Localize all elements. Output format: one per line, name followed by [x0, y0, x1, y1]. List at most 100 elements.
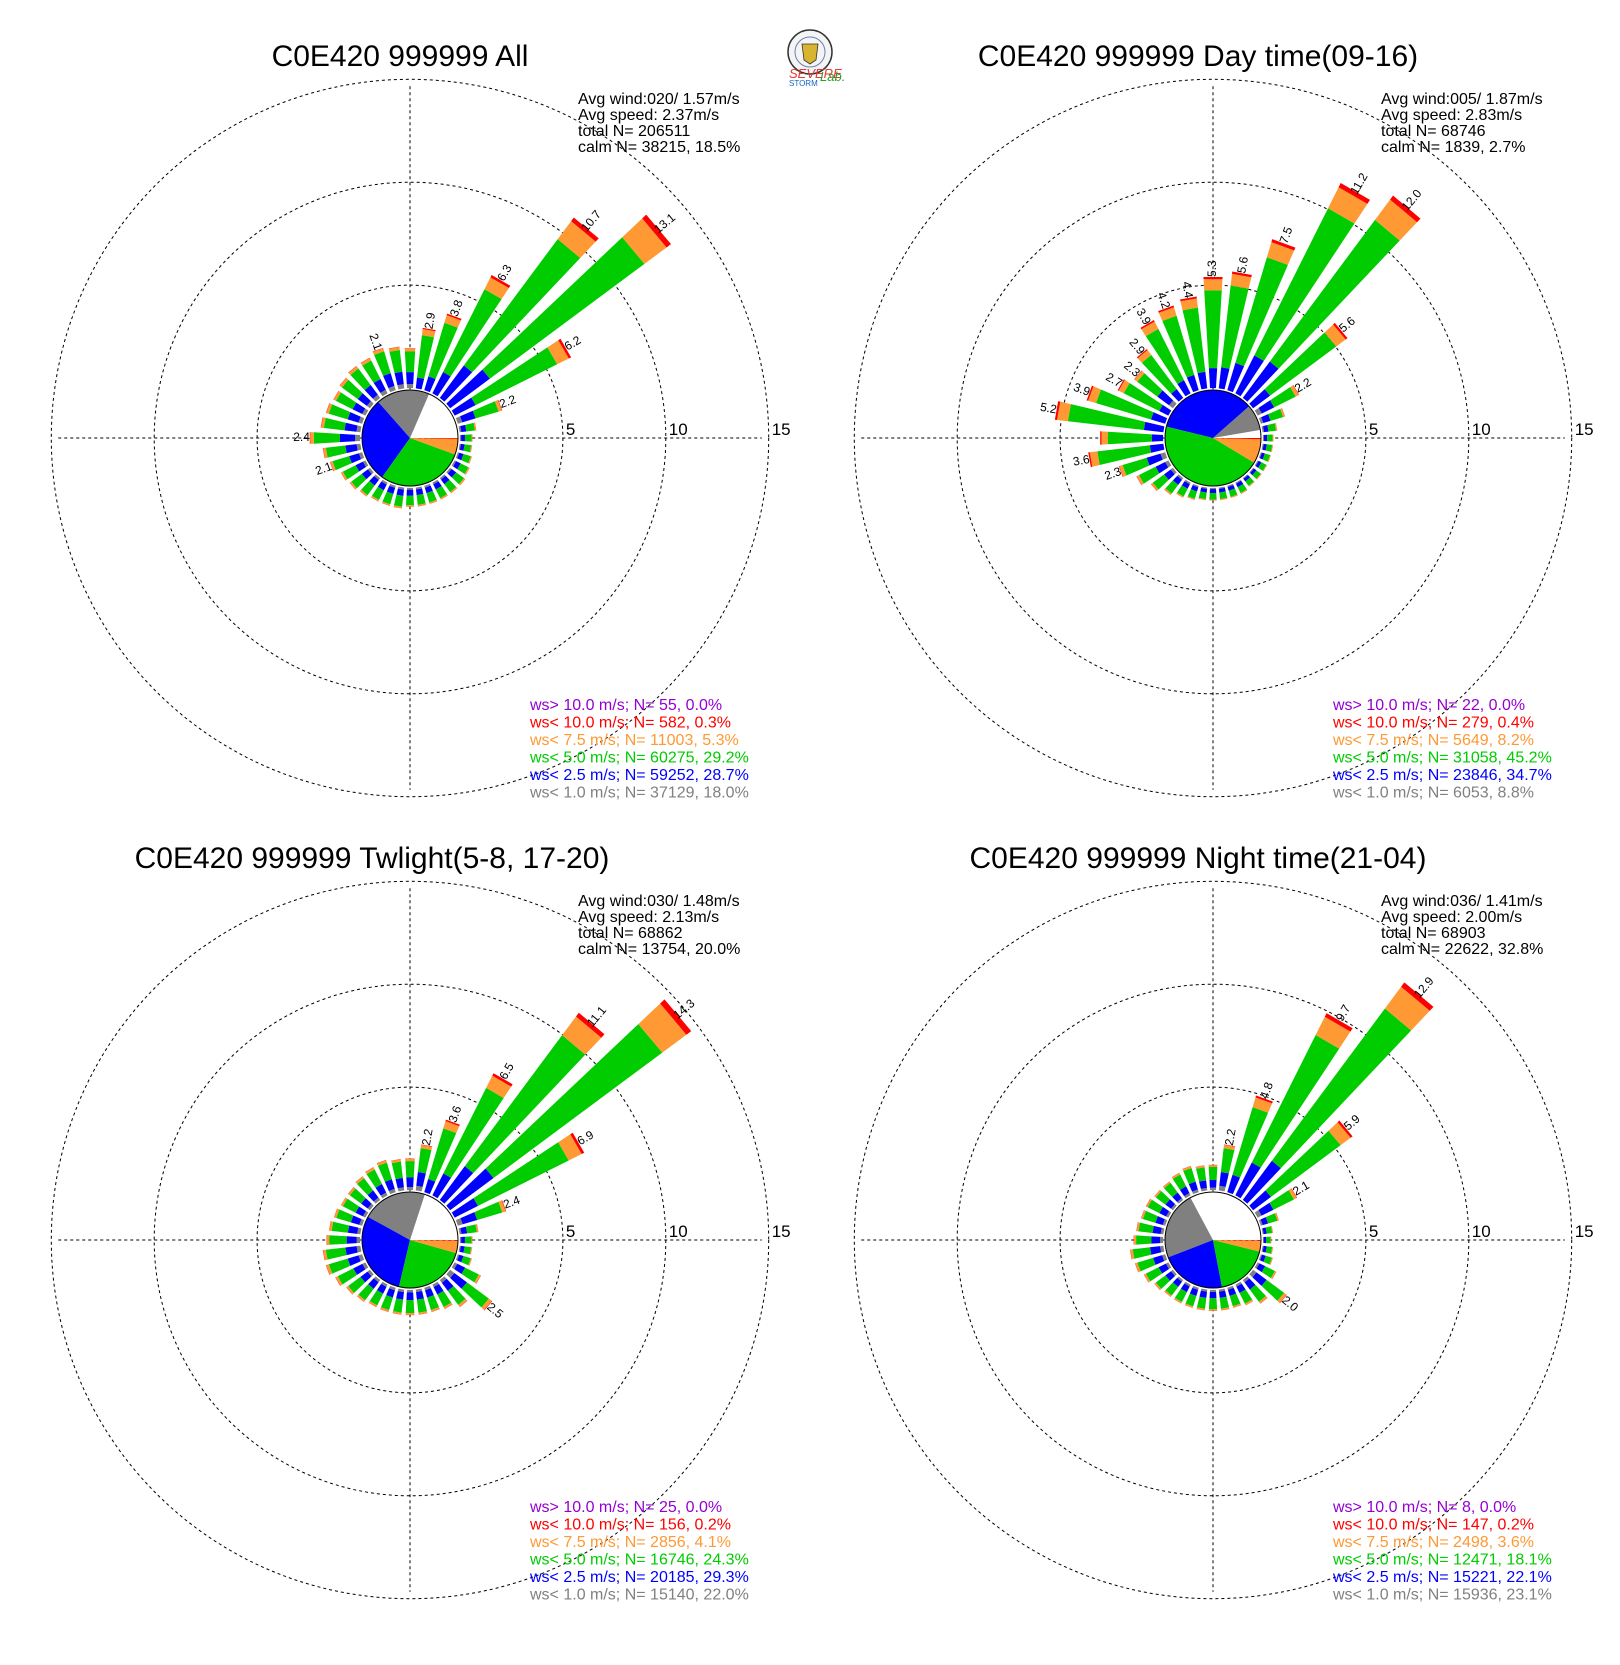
rose-bar-segment: [332, 1222, 350, 1233]
legend-entry: ws> 10.0 m/s; N= 22, 0.0%: [1332, 697, 1525, 714]
rose-bar-segment: [416, 377, 424, 389]
rose-bar-segment: [416, 1291, 424, 1300]
rose-bar-segment: [1210, 1292, 1217, 1298]
legend-entry: ws< 10.0 m/s; N= 147, 0.2%: [1332, 1517, 1534, 1534]
rose-bar-segment: [396, 1291, 404, 1300]
bar-value-label: 2.2: [497, 392, 518, 411]
bar-value-label: 2.4: [293, 430, 310, 444]
rose-bar-segment: [1267, 434, 1272, 441]
rose-bar-segment: [417, 1298, 427, 1312]
rose-bar-segment: [405, 1161, 414, 1177]
rose-bar-segment: [1210, 1188, 1216, 1191]
rose-bar-segment: [1108, 432, 1152, 445]
rose-bar-segment: [1219, 1172, 1229, 1187]
rose-bar-segment: [406, 505, 414, 506]
rose-bar-segment: [1150, 444, 1165, 453]
bar-value-label: 7.5: [1276, 225, 1295, 246]
bar-value-label: 3.8: [447, 298, 466, 319]
rose-bar-segment: [1209, 368, 1217, 388]
rose-bar-segment: [416, 488, 423, 495]
rose-bar-segment: [406, 495, 414, 505]
bar-value-label: 2.2: [1222, 1127, 1239, 1146]
rose-bar-segment: [1138, 1223, 1153, 1233]
rose-bar-segment: [1137, 1258, 1155, 1271]
legend-entry: ws< 5.0 m/s; N= 31058, 45.2%: [1332, 750, 1552, 767]
chart-title: C0E420 999999 All: [272, 40, 529, 73]
rose-bar-segment: [329, 404, 350, 419]
bar-value-label: 11.2: [1347, 170, 1371, 197]
rose-bar-segment: [314, 432, 340, 443]
rose-bar-segment: [355, 435, 360, 442]
rose-bar-segment: [1183, 1168, 1195, 1184]
legend-entry: ws< 2.5 m/s; N= 20185, 29.3%: [529, 1569, 749, 1586]
rose-bar-segment: [389, 350, 402, 373]
bar-value-label: 4.4: [1179, 280, 1196, 299]
stat-avg-speed: Avg speed: 2.13m/s: [578, 909, 719, 926]
rose-bar-segment: [416, 1172, 426, 1187]
legend-entry: ws< 2.5 m/s; N= 15221, 22.1%: [1332, 1569, 1552, 1586]
chart-title: C0E420 999999 Night time(21-04): [970, 842, 1427, 875]
bar-value-label: 5.3: [1205, 260, 1219, 277]
stat-calm-n: calm N= 22622, 32.8%: [1381, 941, 1543, 958]
rose-bar-segment: [1199, 1291, 1207, 1298]
rose-bar-segment: [1219, 1291, 1227, 1298]
rose-bar-segment: [1196, 1167, 1206, 1181]
rose-bar-segment: [1198, 372, 1208, 390]
rose-bar-segment: [395, 372, 404, 386]
rose-bar-segment: [1136, 1235, 1151, 1244]
rose-bar-segment: [348, 1225, 358, 1233]
rose-bar-segment: [471, 434, 472, 441]
rose-bar-segment: [1152, 434, 1163, 441]
bar-value-label: 5.6: [1234, 255, 1251, 274]
rose-bar-segment: [1151, 1236, 1160, 1243]
rose-bar-segment: [392, 1162, 403, 1180]
rose-bar-segment: [332, 456, 351, 470]
rose-bar-segment: [1100, 431, 1101, 444]
rose-bar-segment: [461, 435, 465, 442]
stat-total-n: total N= 68746: [1381, 123, 1486, 140]
logo-text-lab: Lab.: [820, 69, 845, 84]
rose-bar-segment: [460, 1237, 461, 1243]
stat-avg-speed: Avg speed: 2.37m/s: [578, 107, 719, 124]
stat-calm-n: calm N= 1839, 2.7%: [1381, 139, 1526, 156]
legend-entry: ws< 1.0 m/s; N= 15936, 23.1%: [1332, 1587, 1552, 1604]
rose-bar-segment: [461, 1212, 478, 1224]
legend-entry: ws< 7.5 m/s; N= 11003, 5.3%: [529, 732, 739, 749]
rose-bar-segment: [357, 1237, 360, 1243]
legend-entry: ws> 10.0 m/s; N= 25, 0.0%: [529, 1499, 722, 1516]
bar-value-label: 4.8: [1257, 1080, 1276, 1101]
rose-bar-segment: [1210, 488, 1216, 489]
rose-bar-segment: [471, 1236, 472, 1243]
rose-bar-segment: [465, 423, 475, 432]
legend-entry: ws< 10.0 m/s; N= 156, 0.2%: [529, 1517, 731, 1534]
rose-bar-segment: [1101, 431, 1107, 444]
rose-bar-segment: [1134, 1235, 1136, 1244]
rose-bar-segment: [1197, 1297, 1206, 1309]
rose-bar-segment: [460, 1227, 467, 1234]
rose-bar-segment: [465, 434, 472, 441]
rose-bar-segment: [466, 1224, 477, 1233]
rose-bar-segment: [406, 372, 414, 384]
rose-bar-segment: [407, 490, 414, 496]
rose-bar-segment: [345, 444, 357, 453]
stat-calm-n: calm N= 13754, 20.0%: [578, 941, 740, 958]
rose-bar-segment: [1209, 1165, 1218, 1167]
rose-bar-segment: [424, 376, 435, 392]
rose-bar-segment: [407, 384, 413, 388]
rose-bar-segment: [1209, 1298, 1217, 1309]
bar-value-label: 2.9: [421, 311, 438, 330]
rose-bar-segment: [405, 349, 416, 352]
legend-entry: ws> 10.0 m/s; N= 55, 0.0%: [529, 697, 722, 714]
rose-bar-segment: [1209, 1167, 1218, 1180]
rose-bar-segment: [464, 1246, 472, 1254]
rose-bar-segment: [1133, 1247, 1152, 1258]
rose-bar-segment: [460, 435, 461, 441]
ring-label: 10: [669, 420, 688, 439]
rose-bar-segment: [327, 1235, 329, 1245]
ring-label: 15: [772, 1222, 791, 1241]
rose-bar-segment: [417, 494, 426, 505]
legend-entry: ws< 7.5 m/s; N= 5649, 8.2%: [1332, 732, 1534, 749]
rose-bar-segment: [1150, 1246, 1161, 1255]
